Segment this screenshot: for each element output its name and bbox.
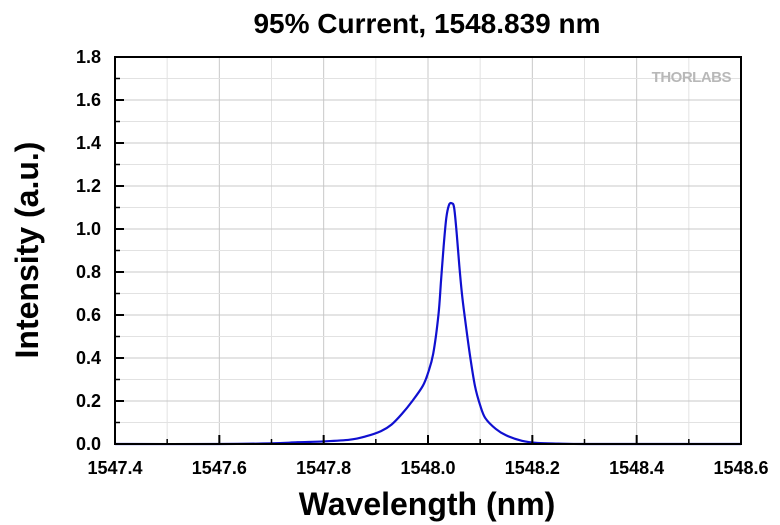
x-tick-label: 1548.6 — [713, 458, 768, 478]
y-tick-label: 1.2 — [76, 176, 101, 196]
series-layer — [114, 201, 741, 446]
x-tick-label: 1547.4 — [87, 458, 142, 478]
chart-title: 95% Current, 1548.839 nm — [253, 8, 600, 39]
tick-labels: 1547.4 1547.6 1547.8 1548.0 1548.2 1548.4 1548… — [76, 47, 769, 478]
thorlabs-watermark: THORLABS — [652, 69, 732, 86]
x-tick-label: 1548.4 — [609, 458, 664, 478]
x-tick-label: 1548.0 — [400, 458, 455, 478]
y-tick-label: 1.4 — [76, 133, 101, 153]
y-tick-label: 0.6 — [76, 305, 101, 325]
series-line-0 — [114, 201, 741, 446]
x-tick-label: 1547.8 — [296, 458, 351, 478]
y-tick-label: 0.2 — [76, 391, 101, 411]
y-tick-label: 0.4 — [76, 348, 101, 368]
y-axis-label: Intensity (a.u.) — [9, 142, 45, 359]
x-axis-label: Wavelength (nm) — [299, 486, 556, 522]
y-tick-label: 1.6 — [76, 90, 101, 110]
y-tick-label: 0.0 — [76, 434, 101, 454]
y-tick-label: 1.0 — [76, 219, 101, 239]
y-tick-label: 1.8 — [76, 47, 101, 67]
x-tick-label: 1547.6 — [192, 458, 247, 478]
ticks — [114, 56, 742, 445]
grid — [114, 56, 742, 445]
y-tick-label: 0.8 — [76, 262, 101, 282]
x-tick-label: 1548.2 — [505, 458, 560, 478]
